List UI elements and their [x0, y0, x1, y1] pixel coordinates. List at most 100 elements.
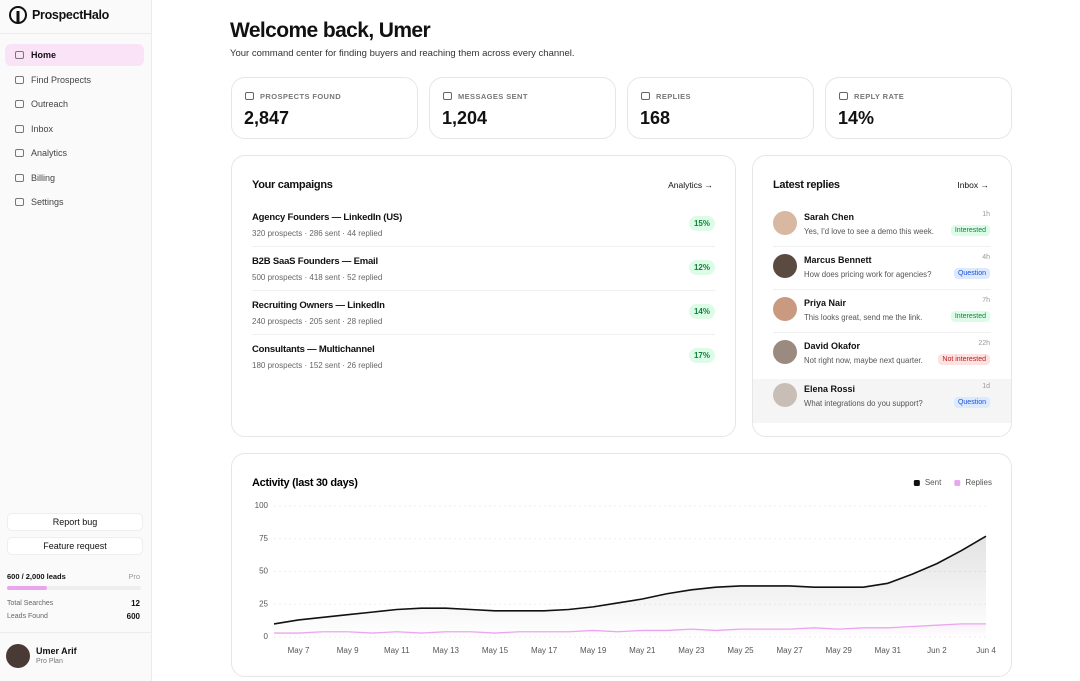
kpi-card: REPLIES 168 — [627, 77, 814, 139]
reply-status: Question — [953, 268, 990, 279]
campaign-meta: 320 prospects · 286 sent · 44 replied — [252, 229, 383, 238]
campaign-name: Recruiting Owners — LinkedIn — [252, 300, 385, 311]
nav-label[interactable]: Inbox — [31, 123, 54, 134]
y-tick-label: 50 — [259, 567, 268, 576]
reply-avatar — [773, 383, 797, 407]
x-tick-label: May 15 — [482, 646, 509, 655]
reply-time: 1d — [982, 383, 990, 390]
feature-request-button[interactable]: Feature request — [7, 537, 143, 555]
reply-status: Not interested — [938, 354, 990, 365]
kpi-value: 1,204 — [442, 108, 488, 128]
reply-message: Yes, I'd love to see a demo this week. — [804, 227, 934, 236]
stat-value: 12 — [131, 599, 140, 608]
nav-label[interactable]: Settings — [31, 197, 64, 207]
link-text[interactable]: Inbox — [957, 180, 979, 190]
reply-message: How does pricing work for agencies? — [804, 270, 932, 279]
usage-bar — [7, 586, 48, 590]
link-text[interactable]: Analytics — [668, 180, 703, 190]
nav-icon — [15, 124, 24, 133]
reply-avatar — [773, 340, 797, 364]
nav-label[interactable]: Billing — [31, 172, 56, 183]
reply-name: Elena Rossi — [804, 384, 856, 394]
reply-message: What integrations do you support? — [804, 399, 923, 408]
nav-item[interactable]: Outreach — [5, 93, 144, 115]
card-link[interactable]: Analytics → — [668, 180, 713, 190]
reply-avatar — [773, 254, 797, 278]
reply-message: Not right now, maybe next quarter. — [804, 356, 923, 365]
nav-item[interactable]: Analytics — [5, 142, 144, 164]
divider — [773, 246, 991, 247]
brand: ProspectHalo — [32, 8, 109, 22]
report-bug-button[interactable]: Report bug — [7, 513, 143, 531]
chart-title: Activity (last 30 days) — [252, 477, 358, 489]
campaign-rate: 14% — [688, 304, 715, 319]
reply-name: Sarah Chen — [804, 212, 855, 222]
usage-label: 600 / 2,000 leads — [7, 572, 66, 581]
stat-label: Total Searches — [7, 600, 54, 607]
y-tick-label: 75 — [259, 534, 268, 543]
y-tick-label: 100 — [255, 501, 269, 510]
divider — [0, 632, 151, 633]
x-tick-label: May 27 — [776, 646, 803, 655]
x-tick-label: May 11 — [384, 646, 410, 655]
stat-value: 600 — [126, 612, 140, 621]
nav-item[interactable]: Inbox — [5, 118, 144, 140]
activity-card: Activity (last 30 days) 0 25 50 75 100 May 7 M… — [231, 453, 1012, 677]
x-tick-label: May 17 — [531, 646, 558, 655]
campaign-meta: 240 prospects · 205 sent · 28 replied — [252, 317, 383, 326]
x-tick-label: Jun 2 — [927, 646, 947, 655]
kpi-label: REPLIES — [656, 92, 691, 101]
kpi-card: REPLY RATE 14% — [825, 77, 1012, 139]
reply-avatar — [773, 297, 797, 321]
reply-name: Priya Nair — [804, 298, 847, 308]
campaign-meta: 180 prospects · 152 sent · 26 replied — [252, 361, 383, 370]
nav-label[interactable]: Find Prospects — [31, 74, 92, 85]
nav-label[interactable]: Analytics — [31, 148, 68, 158]
kpi-icon — [839, 92, 848, 100]
x-tick-label: May 19 — [580, 646, 607, 655]
kpi-value: 2,847 — [244, 108, 290, 128]
reply-name: Marcus Bennett — [804, 255, 872, 265]
kpi-label: MESSAGES SENT — [458, 92, 528, 101]
divider — [252, 334, 715, 335]
divider — [252, 246, 715, 247]
x-tick-label: May 31 — [875, 646, 902, 655]
reply-status: Interested — [950, 311, 990, 322]
area — [274, 536, 986, 637]
nav-label[interactable]: Home — [31, 50, 57, 60]
usage-track — [7, 586, 141, 590]
area — [274, 623, 986, 637]
reply-avatar — [773, 211, 797, 235]
nav-label[interactable]: Outreach — [31, 99, 69, 109]
x-tick-label: May 23 — [678, 646, 705, 655]
nav-item[interactable]: Billing — [5, 167, 144, 189]
reply-message: This looks great, send me the link. — [804, 313, 923, 322]
kpi-label: REPLY RATE — [854, 92, 905, 101]
divider — [773, 289, 991, 290]
stat-label: Leads Found — [7, 613, 48, 620]
kpi-label: PROSPECTS FOUND — [260, 92, 342, 101]
x-tick-label: May 9 — [337, 646, 359, 655]
legend-label: Sent — [925, 478, 942, 487]
nav-item[interactable]: Find Prospects — [5, 69, 144, 91]
nav-icon — [15, 75, 24, 84]
nav-item[interactable]: Settings — [5, 191, 144, 213]
x-tick-label: May 21 — [629, 646, 656, 655]
kpi-value: 14% — [838, 108, 875, 128]
kpi-icon — [641, 92, 650, 100]
nav-item[interactable]: Home — [5, 44, 144, 66]
campaign-rate: 15% — [688, 216, 715, 231]
page-subtitle: Your command center for finding buyers a… — [230, 48, 575, 59]
replies-card: Latest replies Inbox → Sarah Chen Yes, I'… — [752, 155, 1012, 437]
sidebar: ProspectHalo Report bug Feature request … — [0, 0, 152, 681]
card-title: Your campaigns — [252, 179, 333, 191]
divider — [252, 290, 715, 291]
kpi-icon — [245, 92, 254, 100]
reply-time: 4h — [982, 254, 990, 261]
x-tick-label: May 7 — [288, 646, 310, 655]
card-link[interactable]: Inbox → — [957, 180, 989, 190]
line — [273, 535, 987, 625]
page-title: Welcome back, Umer — [230, 19, 431, 42]
user-avatar — [6, 644, 30, 668]
